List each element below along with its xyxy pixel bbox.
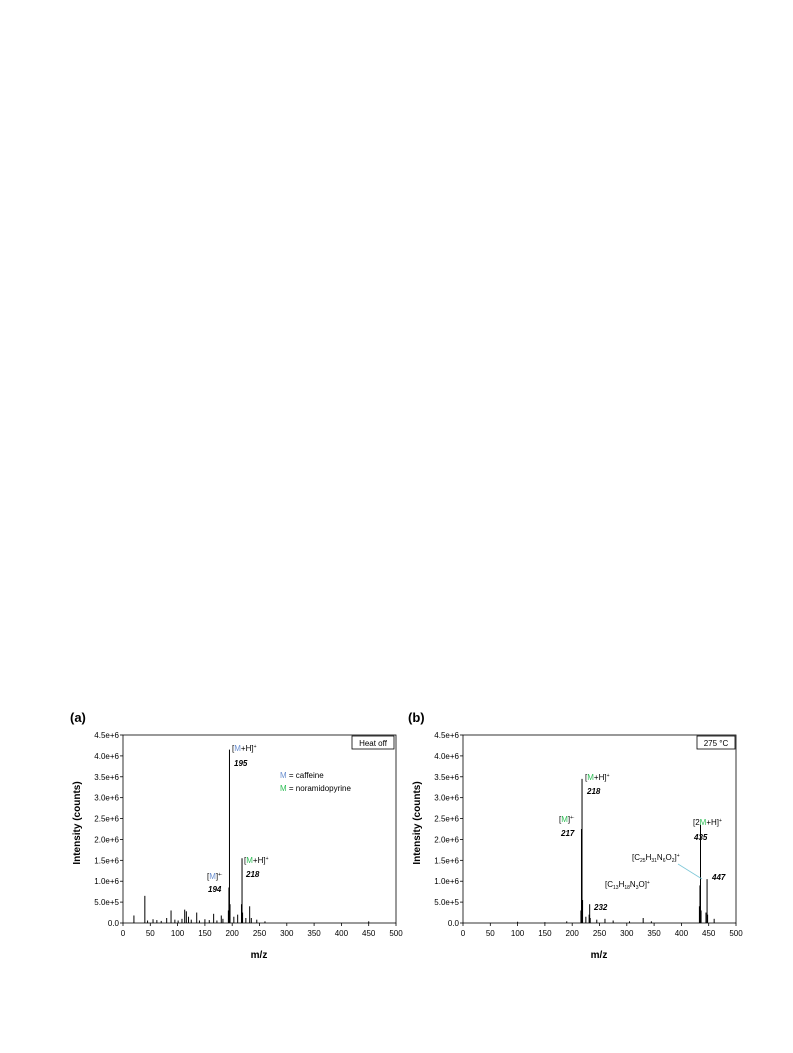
- legend-symbol: M: [280, 771, 287, 780]
- x-axis-title: m/z: [591, 950, 608, 960]
- y-tick-label: 2.0e+6: [94, 835, 119, 844]
- y-tick-label: 3.5e+6: [94, 773, 119, 782]
- x-tick-label: 500: [729, 929, 743, 938]
- spectrum-panel-b: (b) Intensity (counts) m/z 0.0 5.0e+5 1.0e…: [408, 710, 743, 960]
- y-tick-label: 2.5e+6: [434, 815, 459, 824]
- y-tick-label: 5.0e+5: [434, 898, 459, 907]
- y-tick-label: 4.0e+6: [434, 752, 459, 761]
- x-tick-label: 50: [146, 929, 155, 938]
- x-tick-labels: 0 50 100 150 200 250 300 350 400 450 500: [461, 929, 743, 938]
- y-tick-label: 3.0e+6: [94, 794, 119, 803]
- y-tick-labels: 0.0 5.0e+5 1.0e+6 1.5e+6 2.0e+6 2.5e+6 3.0e+6 3…: [94, 731, 119, 928]
- peak-ion-label: [C25H31N6O2]+: [632, 853, 680, 864]
- legend: M = caffeine M = noramidopyrine: [280, 771, 351, 793]
- y-tick-label: 5.0e+5: [94, 898, 119, 907]
- peaks: [133, 749, 370, 923]
- x-tick-label: 450: [362, 929, 376, 938]
- condition-box: 275 °C: [696, 735, 736, 750]
- x-tick-label: 100: [171, 929, 185, 938]
- x-tick-label: 500: [389, 929, 403, 938]
- y-tick-label: 1.5e+6: [94, 856, 119, 865]
- panel-label: (b): [408, 710, 425, 725]
- y-tick-label: 3.5e+6: [434, 773, 459, 782]
- y-tick-label: 4.5e+6: [94, 731, 119, 740]
- x-axis-title: m/z: [251, 950, 268, 960]
- condition-box: Heat off: [351, 735, 395, 750]
- peak-ion-label: [M+H]+: [232, 744, 257, 753]
- condition-label: 275 °C: [704, 739, 729, 748]
- peak-ion-label: [M]+·: [559, 815, 575, 824]
- peak-mz-label: 194: [208, 885, 222, 894]
- axis-ticks: [460, 734, 737, 926]
- y-tick-label: 0.0: [448, 919, 460, 928]
- x-tick-label: 400: [675, 929, 689, 938]
- y-tick-label: 2.5e+6: [94, 815, 119, 824]
- y-tick-label: 1.0e+6: [434, 877, 459, 886]
- y-tick-label: 1.5e+6: [434, 856, 459, 865]
- y-tick-label: 1.0e+6: [94, 877, 119, 886]
- condition-label: Heat off: [359, 739, 388, 748]
- x-tick-label: 300: [620, 929, 634, 938]
- legend-text: = noramidopyrine: [287, 784, 352, 793]
- peak-mz-label: 435: [693, 833, 708, 842]
- y-tick-label: 0.0: [108, 919, 120, 928]
- plot-frame: [462, 734, 737, 924]
- x-tick-label: 150: [538, 929, 552, 938]
- y-tick-label: 4.0e+6: [94, 752, 119, 761]
- x-tick-label: 0: [461, 929, 466, 938]
- y-tick-labels: 0.0 5.0e+5 1.0e+6 1.5e+6 2.0e+6 2.5e+6 3.0e+6 3…: [434, 731, 459, 928]
- peak-mz-label: 195: [234, 759, 248, 768]
- x-tick-label: 0: [121, 929, 126, 938]
- leader-line: [677, 863, 703, 880]
- peak-mz-label: 217: [560, 829, 575, 838]
- peak-ion-label: [M+H]+: [585, 773, 610, 782]
- x-tick-label: 400: [335, 929, 349, 938]
- legend-symbol: M: [280, 784, 287, 793]
- peak-ion-label: [2M+H]+: [693, 818, 722, 827]
- y-axis-title: Intensity (counts): [412, 781, 423, 864]
- peak-mz-label: 232: [593, 903, 608, 912]
- peak-ion-label: [M]+·: [207, 872, 223, 881]
- x-tick-label: 200: [226, 929, 240, 938]
- x-tick-labels: 0 50 100 150 200 250 300 350 400 450 500: [121, 929, 403, 938]
- x-tick-label: 350: [307, 929, 321, 938]
- peak-mz-label: 218: [245, 870, 260, 879]
- x-tick-label: 300: [280, 929, 294, 938]
- panel-label: (a): [70, 710, 86, 725]
- legend-text: = caffeine: [287, 771, 325, 780]
- y-tick-label: 3.0e+6: [434, 794, 459, 803]
- y-axis-title: Intensity (counts): [72, 781, 83, 864]
- legend-item-caffeine: M = caffeine: [280, 771, 324, 780]
- peak-ion-label: [C13H18N3O]+: [605, 880, 650, 891]
- y-tick-label: 2.0e+6: [434, 835, 459, 844]
- x-tick-label: 250: [253, 929, 267, 938]
- x-tick-label: 250: [593, 929, 607, 938]
- x-tick-label: 350: [647, 929, 661, 938]
- peak-mz-label: 447: [711, 873, 726, 882]
- x-tick-label: 100: [511, 929, 525, 938]
- x-tick-label: 200: [566, 929, 580, 938]
- spectrum-panel-a: (a) Intensity (counts) m/z 0.0 5.0e+5 1.0e…: [70, 710, 403, 960]
- plot-frame: [122, 734, 397, 924]
- y-tick-label: 4.5e+6: [434, 731, 459, 740]
- x-tick-label: 150: [198, 929, 212, 938]
- peaks: [517, 778, 715, 923]
- peak-ion-label: [M+H]+: [244, 856, 269, 865]
- legend-item-noramidopyrine: M = noramidopyrine: [280, 784, 351, 793]
- x-tick-label: 50: [486, 929, 495, 938]
- x-tick-label: 450: [702, 929, 716, 938]
- axis-ticks: [120, 734, 397, 926]
- peak-mz-label: 218: [586, 787, 601, 796]
